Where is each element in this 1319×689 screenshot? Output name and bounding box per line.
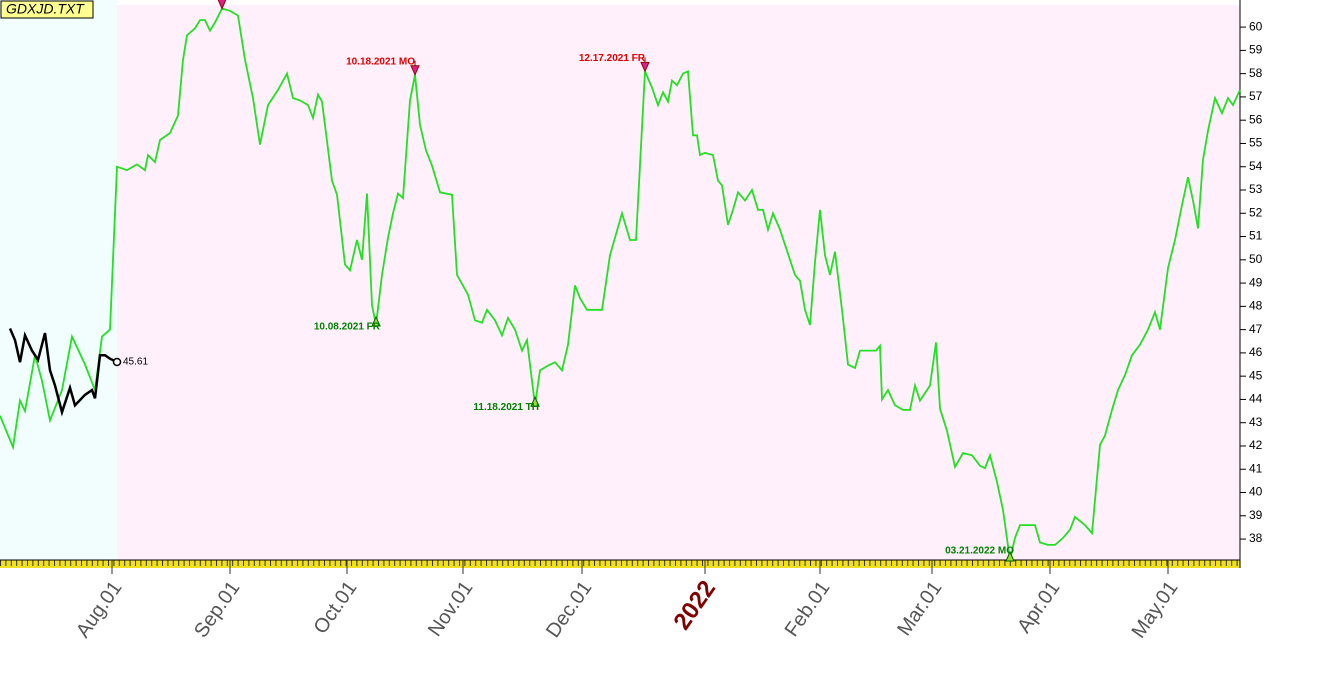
annotation-label: 12.17.2021 FR <box>579 53 646 64</box>
annotation-arrow <box>371 315 381 327</box>
y-tick-label: 51 <box>1249 229 1263 243</box>
annotation-arrow <box>530 396 540 407</box>
last-value-label: 45.61 <box>123 357 148 368</box>
annotation-label: 08.30.2021 MO <box>153 0 222 1</box>
annotation-label: 10.18.2021 MO <box>346 56 415 67</box>
y-tick-label: 53 <box>1249 182 1263 196</box>
x-tick-label: Dec.01 <box>542 577 596 642</box>
y-tick-label: 43 <box>1249 415 1263 429</box>
annotation-arrow <box>217 0 227 10</box>
y-tick-label: 42 <box>1249 438 1263 452</box>
x-tick-label: Oct.01 <box>310 577 362 638</box>
y-tick-label: 48 <box>1249 299 1263 313</box>
y-tick-label: 39 <box>1249 508 1263 522</box>
y-tick-label: 59 <box>1249 43 1263 57</box>
x-tick-label: Aug.01 <box>72 577 126 642</box>
x-tick-label: Sep.01 <box>190 577 244 642</box>
y-tick-label: 52 <box>1249 205 1263 219</box>
annotation-label: 10.08.2021 FR <box>314 322 381 333</box>
y-tick-label: 41 <box>1249 461 1263 475</box>
series-line <box>8 328 118 417</box>
plot-background <box>117 5 1240 560</box>
y-tick-label: 55 <box>1249 136 1263 150</box>
y-tick-label: 38 <box>1249 531 1263 545</box>
y-tick-label: 46 <box>1249 345 1263 359</box>
y-tick-label: 49 <box>1249 275 1263 289</box>
y-tick-label: 50 <box>1249 252 1263 266</box>
annotation-label: 11.18.2021 TH <box>473 402 539 413</box>
y-tick-label: 54 <box>1249 159 1263 173</box>
plot-background-left <box>0 0 117 560</box>
x-tick-label: Nov.01 <box>424 577 478 640</box>
y-tick-label: 58 <box>1249 66 1263 80</box>
annotation-label: 03.21.2022 MO <box>945 546 1014 557</box>
x-tick-label: 2022 <box>668 576 721 635</box>
y-tick-label: 60 <box>1249 19 1263 33</box>
x-axis-strip <box>0 560 1240 568</box>
series-line <box>0 7 1241 561</box>
y-tick-label: 47 <box>1249 322 1263 336</box>
x-tick-label: Feb.01 <box>781 577 835 641</box>
last-value-dot <box>112 357 122 367</box>
x-tick-label: Mar.01 <box>893 577 946 640</box>
y-tick-label: 45 <box>1249 368 1263 382</box>
y-tick-label: 57 <box>1249 89 1263 103</box>
x-tick-label: May.01 <box>1128 577 1183 642</box>
annotation-arrow <box>1005 550 1015 562</box>
title-box <box>0 0 94 19</box>
y-tick-label: 40 <box>1249 485 1263 499</box>
marks <box>0 0 1241 562</box>
chart-title: GDXJD.TXT <box>6 1 85 17</box>
y-tick-label: 44 <box>1249 392 1263 406</box>
x-tick-label: Apr.01 <box>1013 577 1064 637</box>
y-tick-label: 56 <box>1249 112 1263 126</box>
annotation-arrow <box>640 61 650 73</box>
